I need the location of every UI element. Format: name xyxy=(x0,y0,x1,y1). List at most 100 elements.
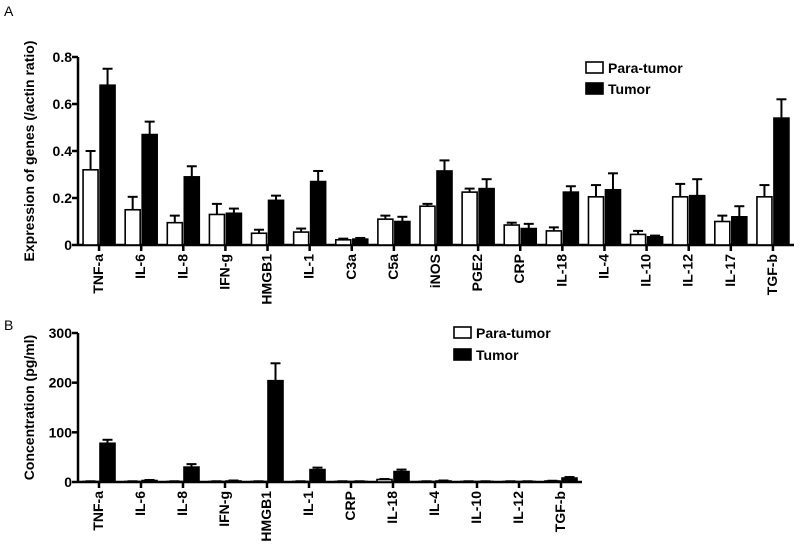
para-tumor-bar xyxy=(460,480,477,483)
legend-label-para-tumor: Para-tumor xyxy=(476,325,551,341)
para-tumor-bar xyxy=(334,480,351,483)
chart-panel-b: 0 100 200 300 Concentration (pg/ml) TNF-a IL-6… xyxy=(21,325,582,542)
para-tumor-bar xyxy=(124,208,141,246)
x-category-label: IL-18 xyxy=(384,491,400,524)
x-category-label: IL-6 xyxy=(132,491,148,516)
y-axis-title: Expression of genes (/actin ratio) xyxy=(21,41,37,262)
tumor-bar xyxy=(309,180,327,246)
para-tumor-bar xyxy=(545,230,563,246)
para-tumor-bar xyxy=(166,480,183,483)
tumor-bar xyxy=(267,199,285,246)
tumor-bar xyxy=(351,480,368,483)
para-tumor-bar xyxy=(292,480,309,483)
para-tumor-bar xyxy=(334,239,352,246)
tumor-bar xyxy=(520,227,538,246)
x-category-label: IL-17 xyxy=(722,254,738,287)
para-tumor-bar xyxy=(376,478,393,483)
tumor-bar xyxy=(309,468,326,483)
tumor-bar xyxy=(561,477,578,483)
para-tumor-bar xyxy=(166,221,184,246)
para-tumor-bar xyxy=(756,196,773,246)
x-category-label: IL-12 xyxy=(680,254,696,287)
y-tick-label: 100 xyxy=(49,424,73,440)
tumor-bar xyxy=(731,216,748,246)
tumor-bar xyxy=(478,187,495,246)
y-tick-label: 300 xyxy=(49,325,73,341)
x-category-label: iNOS xyxy=(427,254,443,288)
para-tumor-bar xyxy=(587,196,605,246)
tumor-bar xyxy=(646,235,664,246)
tumor-bar xyxy=(141,479,158,483)
para-tumor-bar xyxy=(82,480,99,483)
para-tumor-bar xyxy=(503,224,521,246)
tumor-bar xyxy=(99,442,116,483)
y-axis-title: Concentration (pg/ml) xyxy=(21,335,37,480)
tumor-bar xyxy=(604,188,622,246)
legend-swatch-tumor xyxy=(453,348,472,361)
x-category-label: IL-4 xyxy=(595,254,611,279)
para-tumor-bar xyxy=(250,480,267,483)
x-category-label: CRP xyxy=(511,254,527,284)
tumor-bar xyxy=(351,238,369,246)
tumor-bar xyxy=(99,84,116,246)
tumor-bar xyxy=(773,117,790,246)
y-tick-label: 0.4 xyxy=(53,143,73,159)
x-category-label: IL-1 xyxy=(301,254,317,279)
tumor-bar xyxy=(225,212,243,246)
x-category-label: IL-8 xyxy=(174,491,190,516)
panel-b-letter: B xyxy=(4,317,13,333)
para-tumor-bar xyxy=(250,232,268,246)
tumor-bar xyxy=(267,379,284,483)
x-category-label: HMGB1 xyxy=(259,254,275,305)
legend-label-tumor: Tumor xyxy=(608,81,651,97)
para-tumor-bar xyxy=(714,220,731,246)
y-tick-label: 0.8 xyxy=(53,49,73,65)
x-category-label: IL-18 xyxy=(553,254,569,287)
legend-swatch-para-tumor xyxy=(585,61,604,74)
para-tumor-bar xyxy=(82,169,99,246)
para-tumor-bar xyxy=(461,191,478,246)
x-category-label: IL-10 xyxy=(468,491,484,524)
x-category-label: HMGB1 xyxy=(258,491,274,542)
y-tick-label: 200 xyxy=(49,375,73,391)
x-category-label: PGE2 xyxy=(469,254,485,292)
tumor-bar xyxy=(435,480,452,483)
para-tumor-bar xyxy=(292,231,310,246)
x-category-label: TGF-b xyxy=(552,491,568,532)
tumor-bar xyxy=(141,133,158,246)
para-tumor-bar xyxy=(208,213,226,246)
para-tumor-bar xyxy=(418,480,435,483)
legend-swatch-para-tumor xyxy=(453,326,472,339)
tumor-bar xyxy=(519,480,536,483)
x-category-label: IL-12 xyxy=(510,491,526,524)
x-category-label: TNF-a xyxy=(90,254,106,294)
para-tumor-bar xyxy=(377,218,394,246)
chart-panel-a: 0 0.2 0.4 0.6 0.8 Expression of genes (/actin… xyxy=(21,41,794,305)
x-category-label: IL-6 xyxy=(132,254,148,279)
panel-a-letter: A xyxy=(4,3,14,19)
para-tumor-bar xyxy=(124,480,141,483)
para-tumor-bar xyxy=(502,480,519,483)
tumor-bar xyxy=(393,470,410,483)
x-category-label: C3a xyxy=(343,254,359,280)
y-tick-label: 0 xyxy=(64,237,72,253)
x-category-label: IL-8 xyxy=(174,254,190,279)
para-tumor-bar xyxy=(544,480,561,483)
para-tumor-bar xyxy=(629,233,647,246)
legend-label-para-tumor: Para-tumor xyxy=(608,60,683,76)
x-category-label: IL-1 xyxy=(300,491,316,516)
x-category-label: IFN-g xyxy=(216,254,232,290)
legend-label-tumor: Tumor xyxy=(476,347,519,363)
para-tumor-bar xyxy=(419,205,436,246)
y-tick-label: 0.6 xyxy=(53,96,73,112)
y-tick-label: 0.2 xyxy=(53,190,73,206)
x-category-label: IL-10 xyxy=(638,254,654,287)
para-tumor-bar xyxy=(671,196,689,246)
x-category-label: IL-4 xyxy=(426,491,442,516)
x-category-label: IFN-g xyxy=(216,491,232,527)
y-tick-label: 0 xyxy=(64,474,72,490)
x-category-label: CRP xyxy=(342,491,358,521)
x-category-label: TGF-b xyxy=(764,254,780,295)
tumor-bar xyxy=(183,176,201,246)
